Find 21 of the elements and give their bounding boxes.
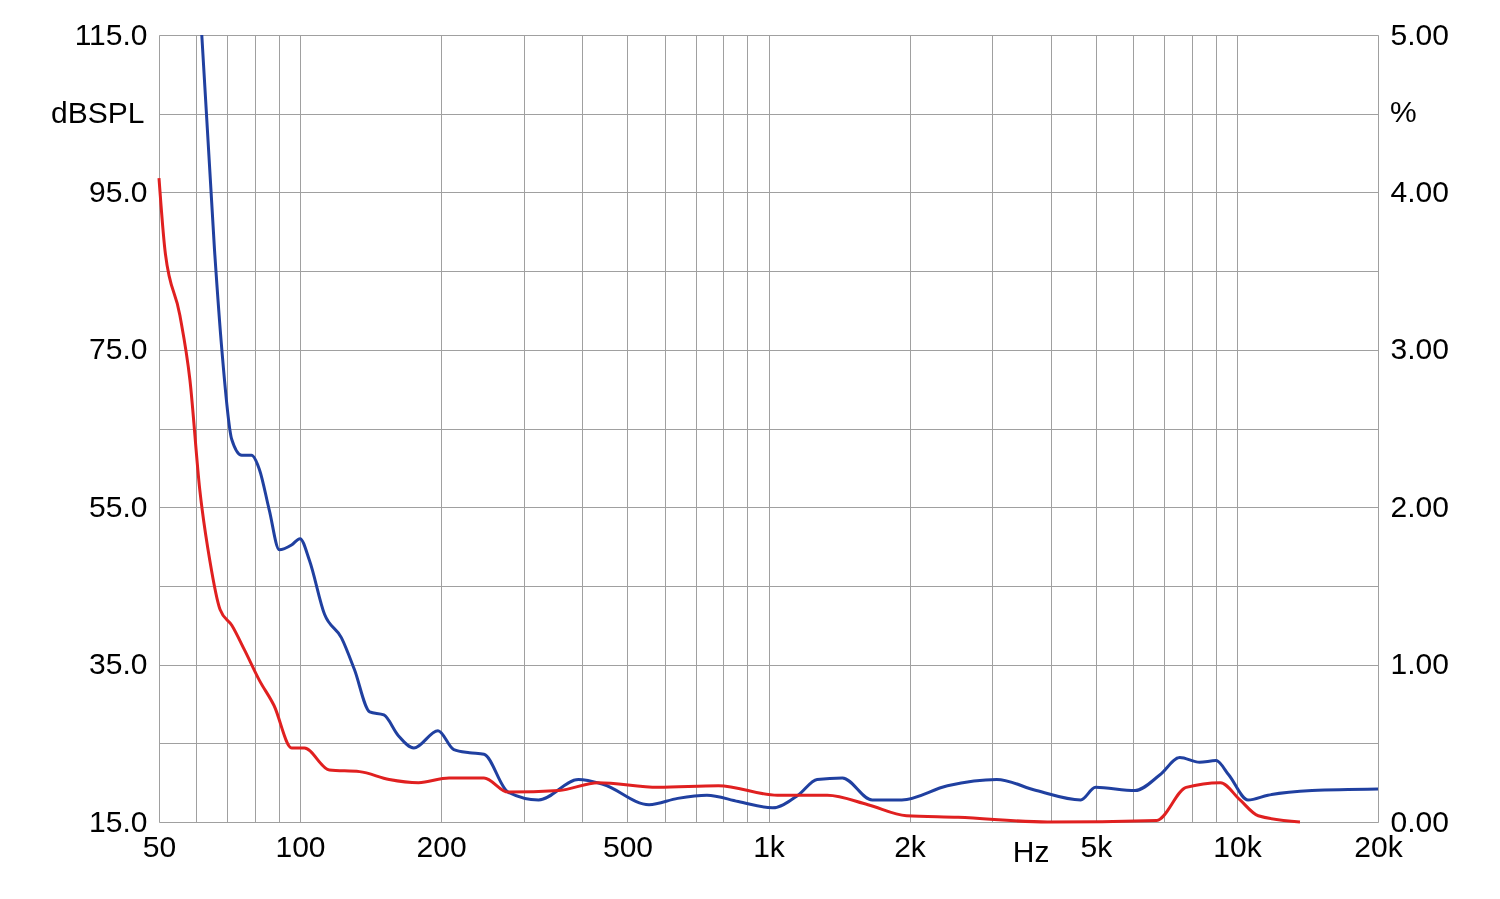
y2-tick-label: 4.00 (1390, 174, 1449, 208)
y-tick-label: 95.0 (89, 174, 148, 208)
y2-tick-label: 1.00 (1390, 647, 1449, 681)
x-tick-label: 5k (1080, 829, 1114, 863)
y-axis-title: dBSPL (51, 95, 145, 129)
y-tick-label: 115.0 (74, 17, 148, 51)
y2-tick-label: 5.00 (1390, 17, 1449, 51)
y-tick-label: 55.0 (89, 489, 148, 523)
x-tick-label: 200 (416, 829, 467, 863)
x-tick-label: 100 (275, 829, 326, 863)
x-tick-label: 500 (602, 829, 654, 863)
x-axis-title: Hz (1012, 834, 1050, 868)
y2-tick-label: 2.00 (1390, 489, 1449, 523)
y-tick-label: 35.0 (89, 647, 148, 681)
y2-tick-label: 3.00 (1390, 332, 1449, 366)
y2-axis-title: % (1390, 95, 1417, 128)
x-tick-label: 2k (894, 829, 927, 863)
y-tick-label: 15.0 (89, 804, 148, 838)
y-tick-label: 75.0 (89, 332, 148, 366)
x-tick-label: 10k (1213, 829, 1263, 863)
x-tick-label: 1k (753, 829, 786, 863)
